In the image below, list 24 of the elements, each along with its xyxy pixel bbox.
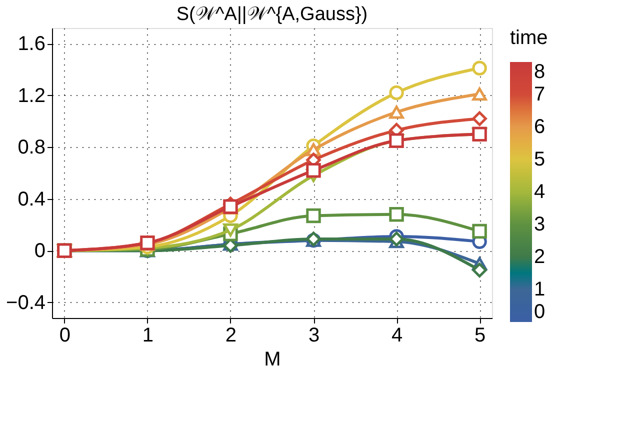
y-tick-label: 1.2 (18, 84, 46, 107)
y-tick-label: 1.6 (18, 33, 46, 56)
color-bar-label: 6 (534, 116, 546, 138)
color-bar-label: 8 (534, 61, 546, 83)
y-tick-label: 0 (34, 240, 46, 262)
color-bar-label: 0 (534, 301, 546, 323)
color-bar-title: time (510, 27, 548, 49)
color-bar-label: 3 (534, 214, 546, 236)
x-tick-label: 0 (59, 324, 71, 346)
y-tick-label: 0.8 (18, 136, 46, 159)
x-tick-label: 3 (308, 324, 320, 346)
y-tick-label: 0.4 (18, 188, 46, 210)
x-tick-label: 1 (142, 324, 154, 346)
color-bar-label: 2 (534, 246, 546, 268)
y-tick-label: −0.4 (6, 292, 46, 314)
x-tick-label: 4 (391, 324, 403, 346)
color-bar-label: 5 (534, 148, 546, 170)
color-bar-label: 4 (534, 181, 546, 203)
chart-title: S(𝒲^A||𝒲^{A,Gauss}) (176, 4, 368, 25)
color-bar-label: 1 (534, 278, 546, 300)
x-tick-label: 2 (225, 324, 237, 346)
x-tick-label: 5 (474, 324, 486, 346)
color-bar-label: 7 (534, 84, 546, 106)
x-axis-title: M (264, 348, 281, 370)
